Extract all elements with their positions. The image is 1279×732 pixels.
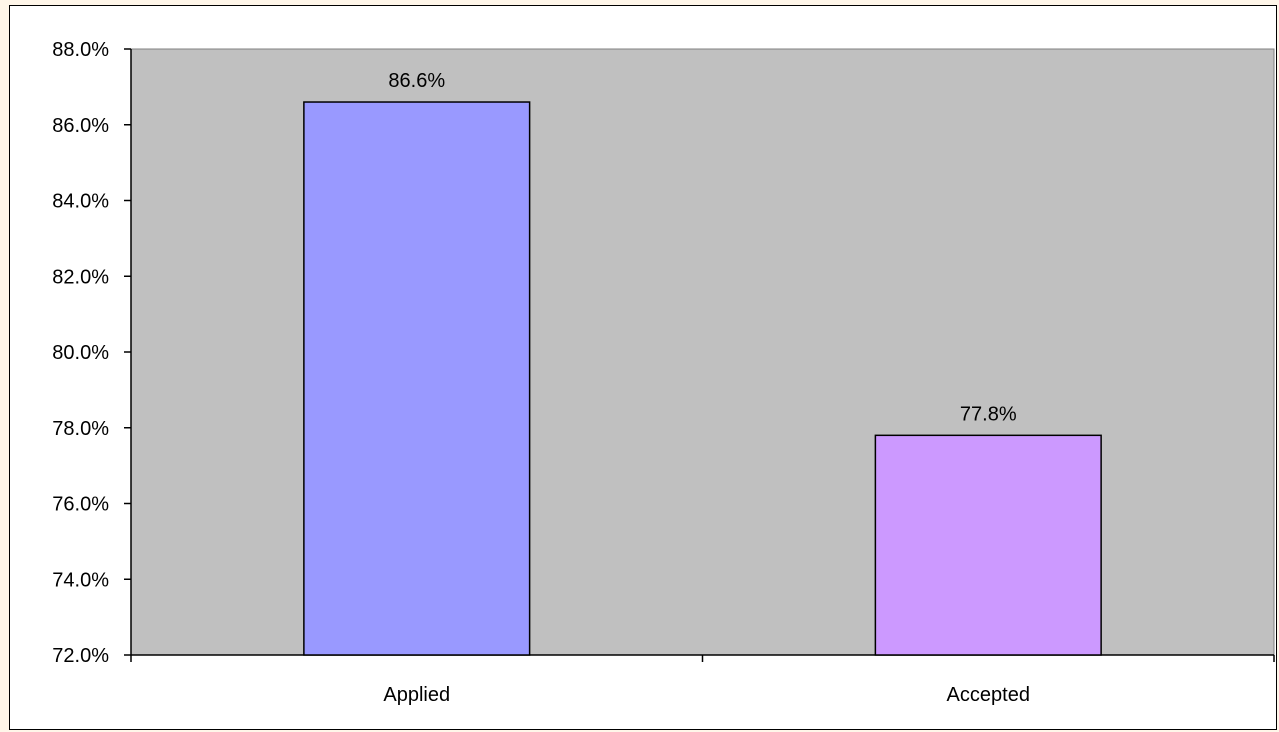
y-tick-label: 72.0% (52, 645, 109, 667)
y-tick-label: 80.0% (52, 342, 109, 364)
bars (303, 101, 1102, 656)
y-tick-label: 88.0% (52, 39, 109, 61)
data-label-applied: 86.6% (388, 70, 445, 92)
x-tick-label: Applied (383, 684, 450, 706)
y-tick-label: 82.0% (52, 266, 109, 288)
data-labels: 86.6% 77.8% (388, 70, 1016, 425)
y-axis: 72.0% 74.0% 76.0% 78.0% 80.0% 82.0% 84.0% 86.0%… (52, 39, 132, 667)
data-label-accepted: 77.8% (960, 403, 1017, 425)
plot-area (130, 48, 1275, 656)
y-tick-label: 84.0% (52, 191, 109, 213)
y-tick-label: 78.0% (52, 418, 109, 440)
x-tick-label: Accepted (947, 684, 1030, 706)
bar-applied (303, 101, 531, 656)
y-tick-label: 76.0% (52, 494, 109, 516)
y-tick-label: 74.0% (52, 569, 109, 591)
bar-accepted (874, 434, 1102, 656)
x-axis: Applied Accepted (130, 654, 1275, 706)
y-tick-label: 86.0% (52, 115, 109, 137)
